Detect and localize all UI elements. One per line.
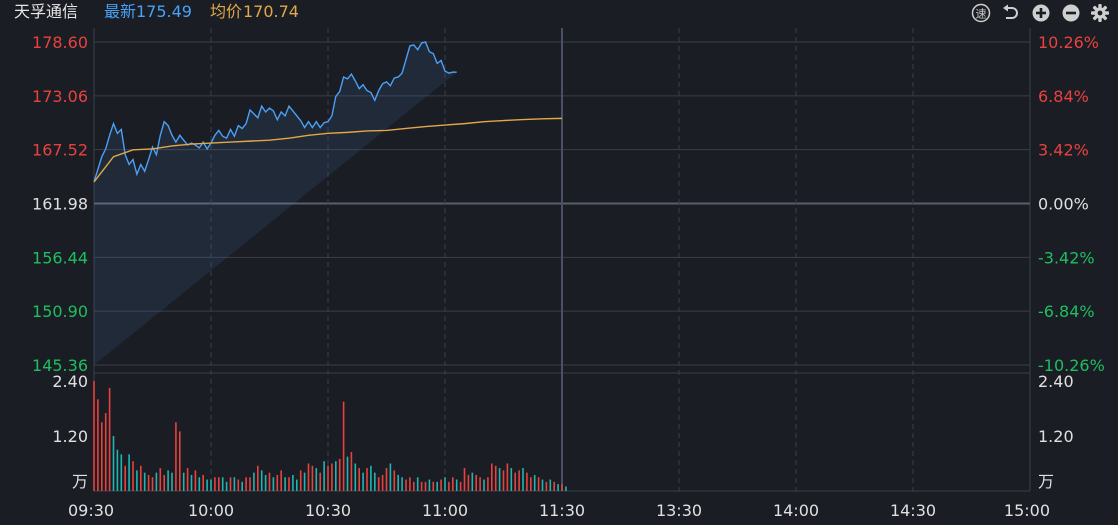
percent-tick-label: -10.26% (1038, 356, 1105, 375)
time-tick-label: 10:30 (305, 501, 351, 520)
settings-icon[interactable] (1090, 3, 1110, 23)
volume-tick-label-right: 1.20 (1038, 427, 1074, 446)
time-tick-label: 11:30 (539, 501, 585, 520)
price-tick-label: 150.90 (32, 302, 88, 321)
speed-icon[interactable]: 速 (971, 3, 991, 23)
time-tick-label: 14:30 (890, 501, 936, 520)
time-tick-label: 14:00 (773, 501, 819, 520)
price-line (93, 41, 457, 183)
percent-tick-label: -3.42% (1038, 248, 1095, 267)
speed-icon-glyph: 速 (976, 8, 987, 21)
average-price-value: 170.74 (243, 2, 299, 21)
percent-tick-label: -6.84% (1038, 302, 1095, 321)
price-tick-label: 167.52 (32, 141, 88, 160)
undo-icon[interactable] (1000, 3, 1020, 23)
latest-price-label: 最新 (104, 2, 137, 21)
price-tick-label: 178.60 (32, 33, 88, 52)
price-tick-label: 161.98 (32, 195, 88, 214)
time-tick-label: 15:00 (1004, 501, 1050, 520)
price-area (94, 42, 457, 365)
time-tick-label: 10:00 (188, 501, 234, 520)
zoom-in-icon[interactable] (1031, 3, 1051, 23)
time-tick-label: 11:00 (422, 501, 468, 520)
volume-tick-label-right: 2.40 (1038, 372, 1074, 391)
stock-name: 天孚通信 (14, 2, 79, 21)
percent-tick-label: 0.00% (1038, 195, 1089, 214)
price-tick-label: 173.06 (32, 87, 88, 106)
volume-tick-label: 1.20 (52, 427, 88, 446)
chart-header: 天孚通信 最新 175.49 均价 170.74 速 (0, 0, 1118, 26)
zoom-out-icon[interactable] (1061, 3, 1081, 23)
percent-tick-label: 6.84% (1038, 87, 1089, 106)
percent-tick-label: 3.42% (1038, 141, 1089, 160)
percent-tick-label: 10.26% (1038, 33, 1099, 52)
volume-unit-label-right: 万 (1038, 472, 1054, 491)
latest-price-value: 175.49 (136, 2, 192, 21)
time-tick-label: 13:30 (656, 501, 702, 520)
price-tick-label: 145.36 (32, 356, 88, 375)
time-tick-label: 09:30 (68, 501, 114, 520)
volume-unit-label: 万 (72, 472, 88, 491)
average-price-label: 均价 (210, 2, 243, 21)
volume-tick-label: 2.40 (52, 372, 88, 391)
average-price-line (93, 117, 563, 183)
price-tick-label: 156.44 (32, 248, 88, 267)
